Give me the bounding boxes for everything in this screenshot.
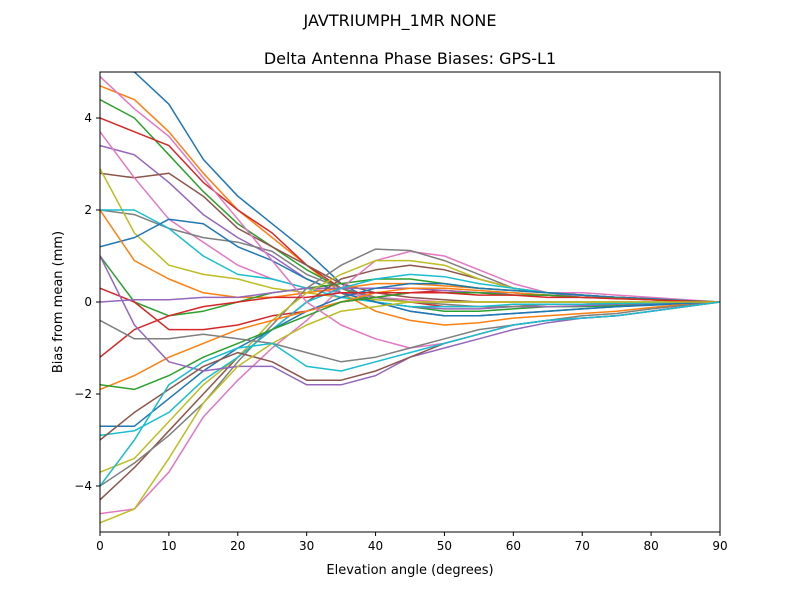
chart-title: Delta Antenna Phase Biases: GPS-L1 (264, 49, 556, 68)
series-line-30 (100, 301, 720, 487)
y-axis: −4 −2 0 2 4 (74, 111, 100, 493)
series-line-29 (100, 301, 720, 524)
x-tick-label: 0 (96, 539, 104, 553)
x-tick-label: 60 (506, 539, 521, 553)
series-line-6 (100, 172, 720, 303)
y-tick-label: 4 (84, 111, 92, 125)
y-axis-label: Bias from mean (mm) (51, 231, 66, 373)
series-line-2 (100, 85, 720, 326)
y-tick-label: −2 (74, 387, 92, 401)
x-tick-label: 80 (643, 539, 658, 553)
y-tick-label: 0 (84, 295, 92, 309)
x-tick-label: 40 (368, 539, 383, 553)
x-tick-label: 20 (230, 539, 245, 553)
x-axis: 0 10 20 30 40 50 60 70 80 90 (96, 532, 728, 553)
x-tick-label: 30 (299, 539, 314, 553)
x-tick-label: 50 (437, 539, 452, 553)
x-axis-label: Elevation angle (degrees) (326, 563, 493, 578)
x-tick-label: 10 (161, 539, 176, 553)
series-line-17 (100, 250, 720, 515)
series-line-7 (100, 131, 720, 303)
figure-suptitle: JAVTRIUMPH_1MR NONE (303, 11, 497, 31)
series-line-10 (100, 209, 720, 308)
series-line-5 (100, 144, 720, 310)
y-tick-label: −4 (74, 479, 92, 493)
series-line-28 (100, 301, 720, 363)
x-tick-label: 70 (575, 539, 590, 553)
series-line-11 (100, 218, 720, 317)
x-tick-label: 90 (712, 539, 727, 553)
y-tick-label: 2 (84, 203, 92, 217)
series-lines (100, 72, 720, 524)
series-line-24 (100, 292, 720, 358)
